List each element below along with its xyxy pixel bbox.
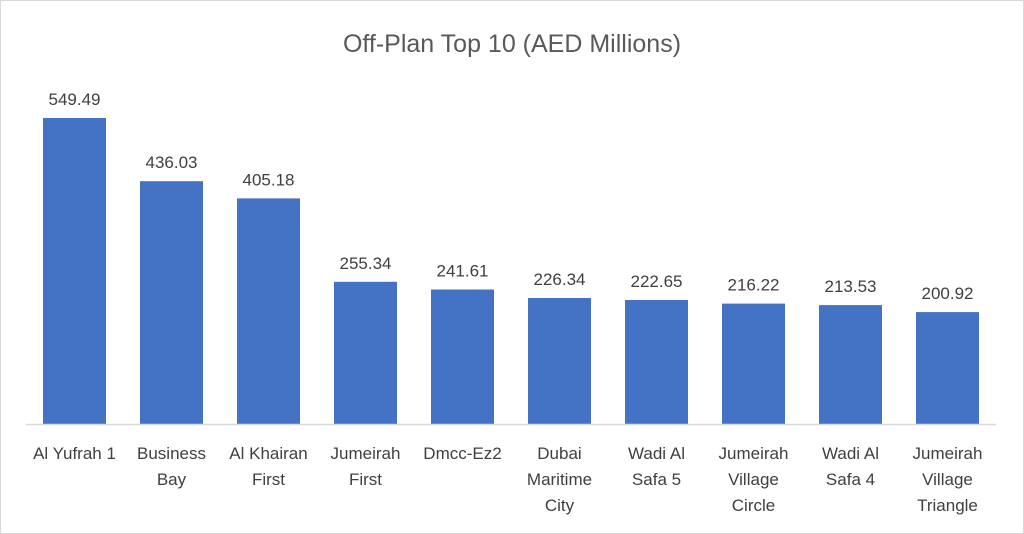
category-label-line: Wadi Al <box>822 444 879 463</box>
category-label-line: Jumeirah <box>331 444 401 463</box>
category-label-1: Al Yufrah 1 <box>33 444 116 463</box>
category-label-line: Wadi Al <box>628 444 685 463</box>
value-labels-layer: 549.49 436.03 405.18 255.34 241.61 226.34 222.… <box>49 90 974 303</box>
data-label-5: 241.61 <box>437 262 489 281</box>
category-label-line: Dubai <box>537 444 581 463</box>
category-label-line: First <box>349 470 382 489</box>
category-label-line: Bay <box>157 470 187 489</box>
category-label-line: Safa 5 <box>632 470 681 489</box>
category-label-9: Wadi Al Safa 4 <box>822 444 879 489</box>
bars-layer <box>43 118 979 424</box>
category-label-6: Dubai Maritime City <box>527 444 592 515</box>
category-label-line: Village <box>728 470 779 489</box>
bar-6 <box>528 298 591 424</box>
category-label-2: Business Bay <box>137 444 206 489</box>
data-label-6: 226.34 <box>534 270 586 289</box>
bar-10 <box>916 312 979 424</box>
category-label-line: Triangle <box>917 496 978 515</box>
category-label-line: Al Yufrah 1 <box>33 444 116 463</box>
data-label-3: 405.18 <box>243 170 295 189</box>
category-label-line: Village <box>922 470 973 489</box>
category-label-3: Al Khairan First <box>229 444 307 489</box>
chart-title: Off-Plan Top 10 (AED Millions) <box>343 30 681 58</box>
data-label-10: 200.92 <box>922 284 974 303</box>
category-label-line: Business <box>137 444 206 463</box>
data-label-4: 255.34 <box>340 254 392 273</box>
bar-5 <box>431 289 494 424</box>
data-label-9: 213.53 <box>825 277 877 296</box>
category-label-4: Jumeirah First <box>331 444 401 489</box>
category-label-8: Jumeirah Village Circle <box>719 444 789 515</box>
category-label-line: Jumeirah <box>913 444 983 463</box>
bar-9 <box>819 305 882 424</box>
category-label-7: Wadi Al Safa 5 <box>628 444 685 489</box>
bar-2 <box>140 181 203 424</box>
data-label-7: 222.65 <box>631 272 683 291</box>
category-label-10: Jumeirah Village Triangle <box>913 444 983 515</box>
data-label-2: 436.03 <box>146 153 198 172</box>
category-label-line: Circle <box>732 496 775 515</box>
category-label-line: Jumeirah <box>719 444 789 463</box>
category-label-line: Al Khairan <box>229 444 307 463</box>
bar-7 <box>625 300 688 424</box>
bar-3 <box>237 198 300 424</box>
category-label-line: Safa 4 <box>826 470 875 489</box>
category-label-line: Dmcc-Ez2 <box>423 444 501 463</box>
data-label-8: 216.22 <box>728 276 780 295</box>
category-label-line: First <box>252 470 285 489</box>
category-label-line: Maritime <box>527 470 592 489</box>
category-label-line: City <box>545 496 575 515</box>
category-label-5: Dmcc-Ez2 <box>423 444 501 463</box>
bar-8 <box>722 303 785 424</box>
bar-4 <box>334 281 397 424</box>
data-label-1: 549.49 <box>49 90 101 109</box>
bar-1 <box>43 118 106 424</box>
